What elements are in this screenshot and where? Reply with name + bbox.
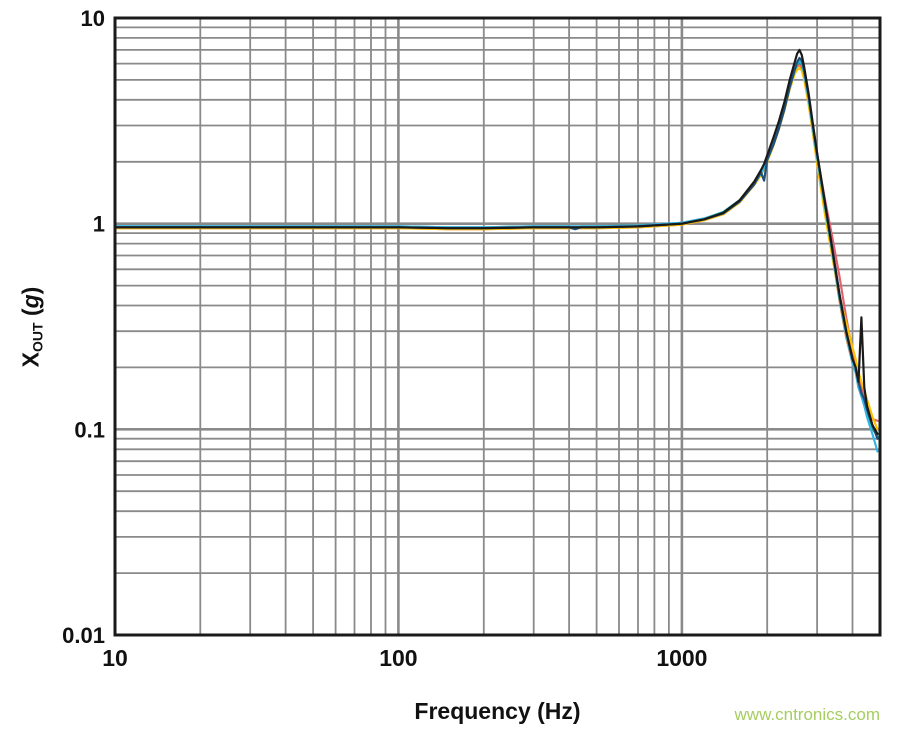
y-tick-label: 1: [93, 212, 105, 237]
plot-frame: [113, 16, 882, 637]
grid-layer: [115, 18, 880, 635]
trace-series-yellow: [113, 67, 879, 431]
x-tick-label: 1000: [656, 645, 707, 671]
y-axis-title-main: X: [17, 352, 44, 368]
x-tick-label: 100: [379, 645, 417, 671]
y-tick-label: 0.01: [62, 623, 105, 648]
y-tick-label: 0.1: [74, 417, 105, 442]
y-axis-title-pre: (: [17, 308, 44, 323]
tick-layer: 10 100 1000 10 1 0.1 0.01: [62, 6, 707, 671]
x-tick-label: 10: [102, 645, 128, 671]
y-axis-title: XOUT (g): [17, 286, 46, 368]
y-axis-title-post: ): [17, 286, 44, 295]
y-axis-title-unit: g: [17, 294, 44, 309]
y-tick-label: 10: [81, 6, 105, 31]
trace-series-teal: [113, 61, 879, 438]
trace-series-black: [113, 48, 879, 435]
y-axis-title-sub: OUT: [29, 322, 46, 353]
watermark: www.cntronics.com: [734, 705, 880, 724]
series-layer: [113, 48, 879, 453]
trace-series-orange: [113, 63, 879, 435]
x-axis-title: Frequency (Hz): [414, 698, 581, 724]
trace-series-navy: [113, 56, 879, 440]
